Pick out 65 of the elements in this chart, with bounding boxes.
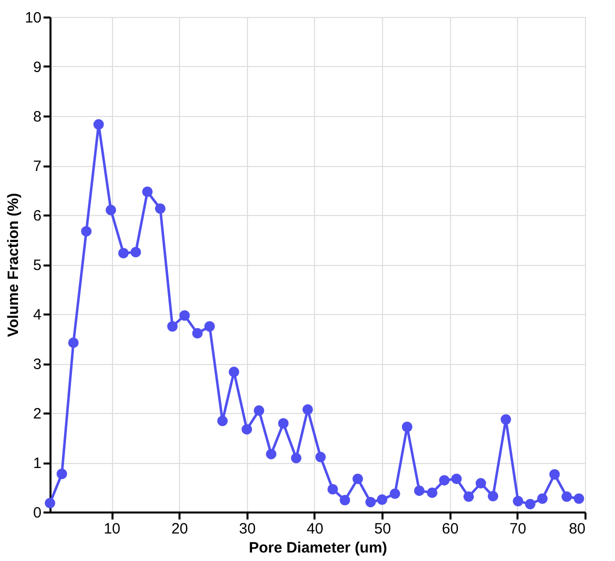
- point: [44, 498, 56, 508]
- y-tick-label: 2: [33, 406, 42, 422]
- point: [376, 494, 388, 505]
- point: [155, 203, 166, 214]
- point: [93, 119, 104, 130]
- y-tick-label: 7: [33, 158, 42, 175]
- point: [290, 452, 302, 464]
- y-tick-label: 6: [33, 208, 42, 224]
- y-tick-label: 0: [33, 504, 42, 522]
- point: [488, 490, 498, 502]
- x-axis-title: Pore Diameter (um): [248, 540, 388, 556]
- x-tick-label: 50: [374, 520, 391, 538]
- point: [179, 310, 190, 321]
- point: [228, 366, 240, 378]
- point: [451, 474, 462, 484]
- x-tick-label: 70: [510, 520, 526, 538]
- point: [81, 226, 92, 237]
- x-tick-label: 80: [568, 520, 586, 538]
- point: [524, 498, 536, 510]
- y-tick-label: 5: [33, 257, 42, 274]
- point: [242, 424, 252, 435]
- y-tick-label: 4: [33, 306, 42, 324]
- point: [561, 491, 572, 502]
- point: [414, 485, 425, 496]
- point: [118, 248, 129, 258]
- point: [204, 321, 215, 332]
- y-axis-title: Volume Fraction (%): [4, 193, 22, 337]
- y-tick-label: 1: [33, 455, 42, 472]
- x-tick-label: 30: [238, 520, 256, 538]
- point: [327, 484, 338, 494]
- point: [512, 496, 524, 506]
- point: [142, 186, 153, 197]
- y-tick-label: 10: [24, 10, 42, 26]
- x-tick-label: 60: [442, 520, 459, 538]
- point: [426, 487, 438, 498]
- point: [439, 475, 450, 486]
- point: [549, 469, 560, 480]
- point: [390, 488, 400, 499]
- point: [254, 405, 264, 416]
- y-tick-label: 8: [33, 108, 42, 126]
- point: [68, 337, 79, 348]
- point: [340, 494, 350, 506]
- point: [463, 491, 474, 502]
- point: [192, 328, 203, 339]
- point: [537, 493, 548, 504]
- point: [130, 246, 142, 258]
- point: [402, 422, 412, 432]
- y-tick-label: 9: [33, 59, 42, 76]
- point: [167, 321, 178, 332]
- point: [352, 474, 363, 484]
- point: [217, 416, 228, 426]
- x-tick-label: 40: [306, 520, 324, 538]
- point: [315, 452, 326, 462]
- point: [278, 418, 289, 429]
- point: [56, 468, 68, 480]
- point: [106, 204, 116, 216]
- x-tick-label: 10: [104, 520, 120, 538]
- point: [302, 404, 313, 415]
- x-tick-label: 20: [171, 520, 188, 538]
- point: [365, 496, 376, 508]
- point: [500, 414, 512, 425]
- point: [574, 493, 584, 504]
- y-tick-label: 3: [33, 356, 42, 373]
- point: [266, 448, 276, 460]
- point: [476, 478, 486, 489]
